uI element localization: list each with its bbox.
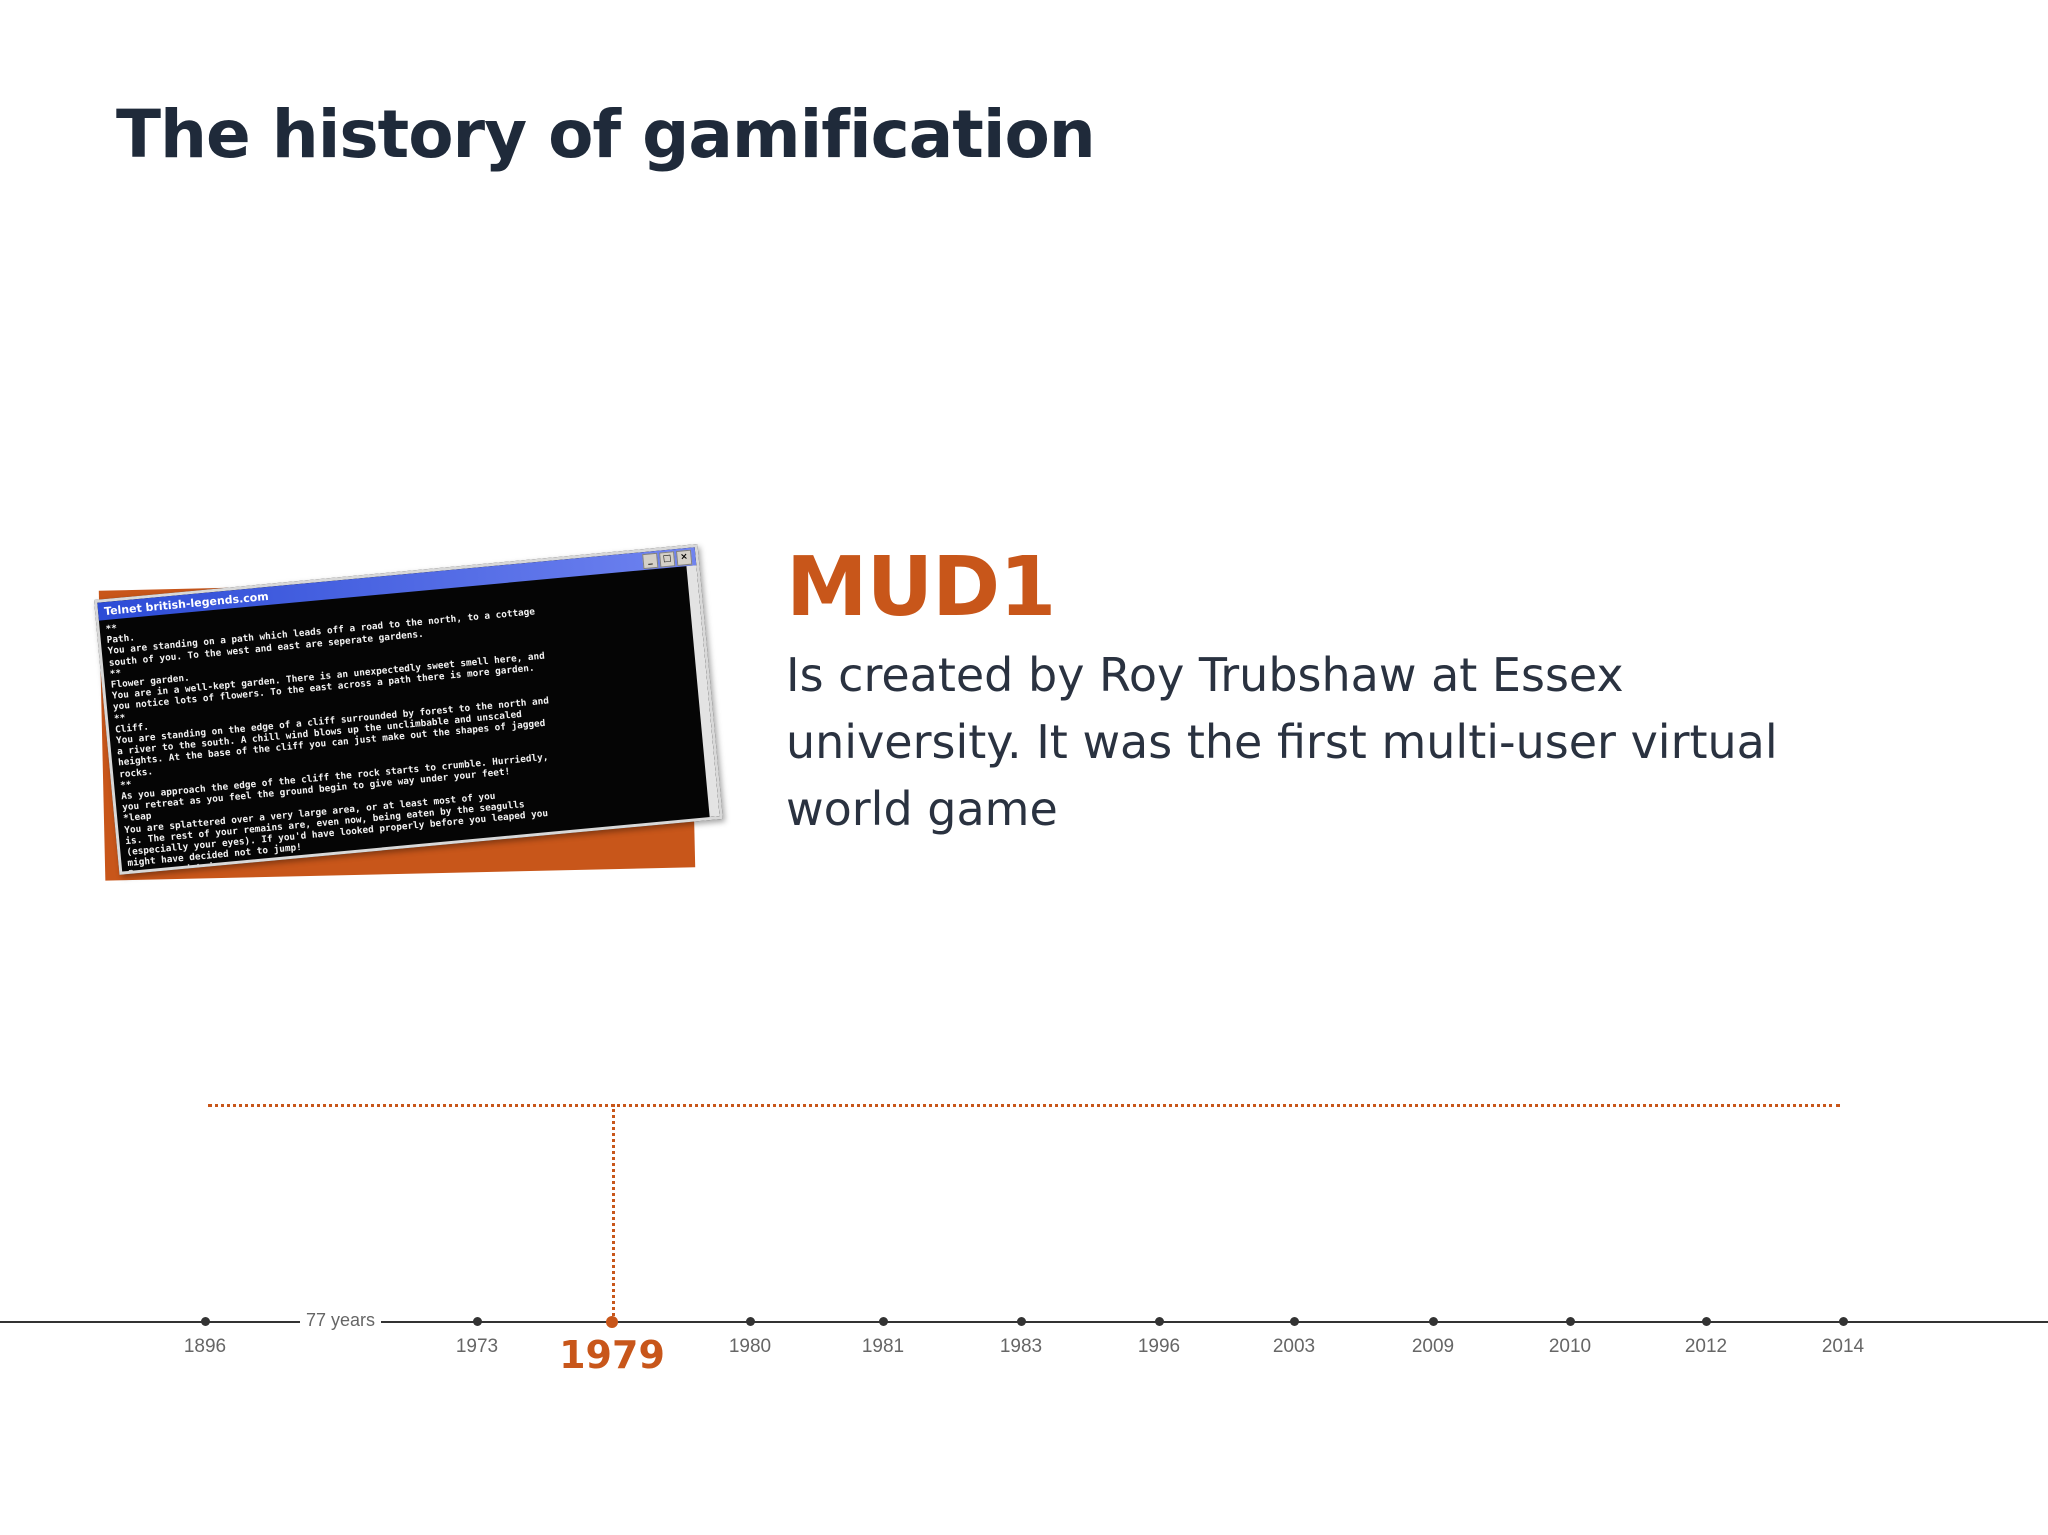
timeline-point-1983[interactable] [1017, 1317, 1026, 1326]
minimize-icon: _ [642, 552, 659, 570]
close-icon: × [675, 549, 693, 566]
timeline-year-2014[interactable]: 2014 [1821, 1336, 1865, 1357]
timeline-point-2012[interactable] [1702, 1317, 1711, 1326]
event-heading: MUD1 [786, 540, 1056, 635]
timeline-point-1973[interactable] [473, 1317, 482, 1326]
timeline-year-2009[interactable]: 2009 [1411, 1336, 1455, 1357]
timeline-point-1996[interactable] [1155, 1317, 1164, 1326]
timeline-point-2014[interactable] [1839, 1317, 1848, 1326]
event-description: Is created by Roy Trubshaw at Essex univ… [786, 648, 1778, 836]
slide-title: The history of gamification [116, 96, 1096, 173]
telnet-window: Telnet british-legends.com _ □ × ** Path.… [94, 544, 723, 875]
window-controls: _ □ × [642, 549, 693, 570]
timeline-point-1981[interactable] [879, 1317, 888, 1326]
timeline-connector-horizontal [208, 1104, 1840, 1107]
timeline-year-2010[interactable]: 2010 [1548, 1336, 1592, 1357]
timeline-year-2012[interactable]: 2012 [1684, 1336, 1728, 1357]
timeline-point-1896[interactable] [201, 1317, 210, 1326]
timeline-year-1981[interactable]: 1981 [861, 1336, 905, 1357]
timeline-point-1980[interactable] [746, 1317, 755, 1326]
mud1-screenshot: Telnet british-legends.com _ □ × ** Path.… [88, 540, 728, 940]
timeline-year-1979[interactable]: 1979 [559, 1333, 665, 1377]
timeline-connector-vertical [612, 1104, 615, 1322]
timeline-year-2003[interactable]: 2003 [1272, 1336, 1316, 1357]
timeline-year-1896[interactable]: 1896 [183, 1336, 227, 1357]
timeline-year-1983[interactable]: 1983 [999, 1336, 1043, 1357]
timeline-point-2003[interactable] [1290, 1317, 1299, 1326]
timeline-year-1973[interactable]: 1973 [455, 1336, 499, 1357]
timeline-point-2009[interactable] [1429, 1317, 1438, 1326]
timeline-gap-label: 77 years [300, 1310, 382, 1331]
timeline-year-1980[interactable]: 1980 [728, 1336, 772, 1357]
timeline-point-2010[interactable] [1566, 1317, 1575, 1326]
timeline-point-1979[interactable] [606, 1316, 618, 1328]
timeline-year-1996[interactable]: 1996 [1137, 1336, 1181, 1357]
maximize-icon: □ [659, 551, 676, 568]
